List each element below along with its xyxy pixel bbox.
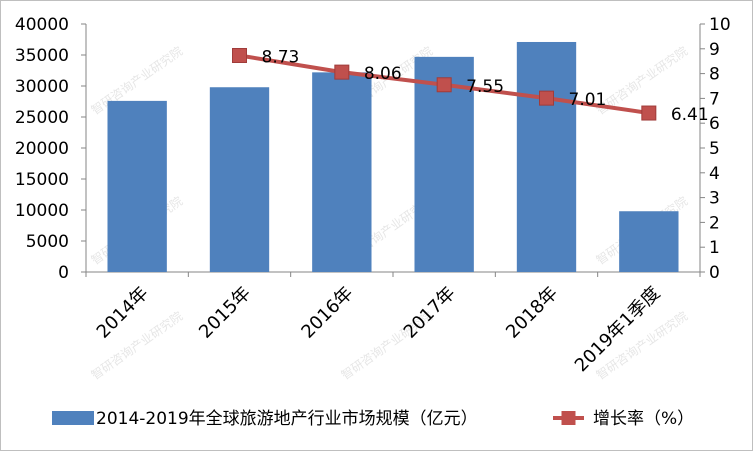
- line-series: [232, 47, 657, 121]
- data-label: 6.41: [671, 105, 709, 125]
- y-right-tick-label: 6: [709, 114, 720, 134]
- y-left-tick-label: 30000: [15, 77, 69, 97]
- y-right-tick-label: 4: [709, 164, 720, 184]
- line-point: [436, 77, 452, 93]
- bar: [312, 72, 372, 272]
- data-label: 7.01: [569, 90, 607, 110]
- legend-label-line: 增长率（%）: [593, 409, 694, 429]
- line-point: [334, 64, 350, 80]
- y-right-tick-label: 0: [709, 263, 720, 283]
- y-right-tick-label: 5: [709, 139, 720, 159]
- y-right-tick-label: 2: [709, 213, 720, 233]
- bar: [619, 211, 679, 272]
- legend-swatch-bar: [52, 411, 94, 425]
- data-label: 7.55: [466, 77, 504, 97]
- y-left-tick-label: 0: [58, 263, 69, 283]
- bar: [516, 41, 577, 273]
- data-label: 8.73: [262, 47, 300, 67]
- y-right-tick-label: 1: [709, 238, 720, 258]
- data-labels: 8.73 8.06 7.55 7.01 6.41: [262, 47, 709, 125]
- line-point: [539, 90, 554, 106]
- y-right-tick-label: 7: [709, 89, 720, 109]
- legend-swatch-marker: [561, 411, 576, 425]
- bar: [414, 56, 474, 272]
- data-label: 8.06: [364, 64, 402, 84]
- y-right-tick-label: 10: [709, 15, 731, 35]
- line-point: [641, 105, 657, 121]
- bar: [107, 100, 167, 272]
- legend: 2014-2019年全球旅游地产行业市场规模（亿元） 增长率（%）: [52, 409, 694, 429]
- y-left-tick-label: 40000: [15, 15, 69, 35]
- bar-series: [107, 41, 679, 273]
- y-left-tick-label: 25000: [15, 108, 69, 128]
- y-right-tick-label: 3: [709, 189, 720, 209]
- y-left-tick-label: 5000: [26, 232, 69, 252]
- line-point: [232, 47, 247, 63]
- y-right-tick-label: 9: [709, 40, 720, 60]
- legend-label-bar: 2014-2019年全球旅游地产行业市场规模（亿元）: [96, 409, 478, 429]
- y-right-tick-label: 8: [709, 65, 720, 85]
- y-left-tick-label: 10000: [15, 201, 69, 221]
- y-left-tick-label: 35000: [15, 46, 69, 66]
- y-left-tick-label: 20000: [15, 139, 69, 159]
- bar: [209, 87, 270, 273]
- y-left-tick-label: 15000: [15, 170, 69, 190]
